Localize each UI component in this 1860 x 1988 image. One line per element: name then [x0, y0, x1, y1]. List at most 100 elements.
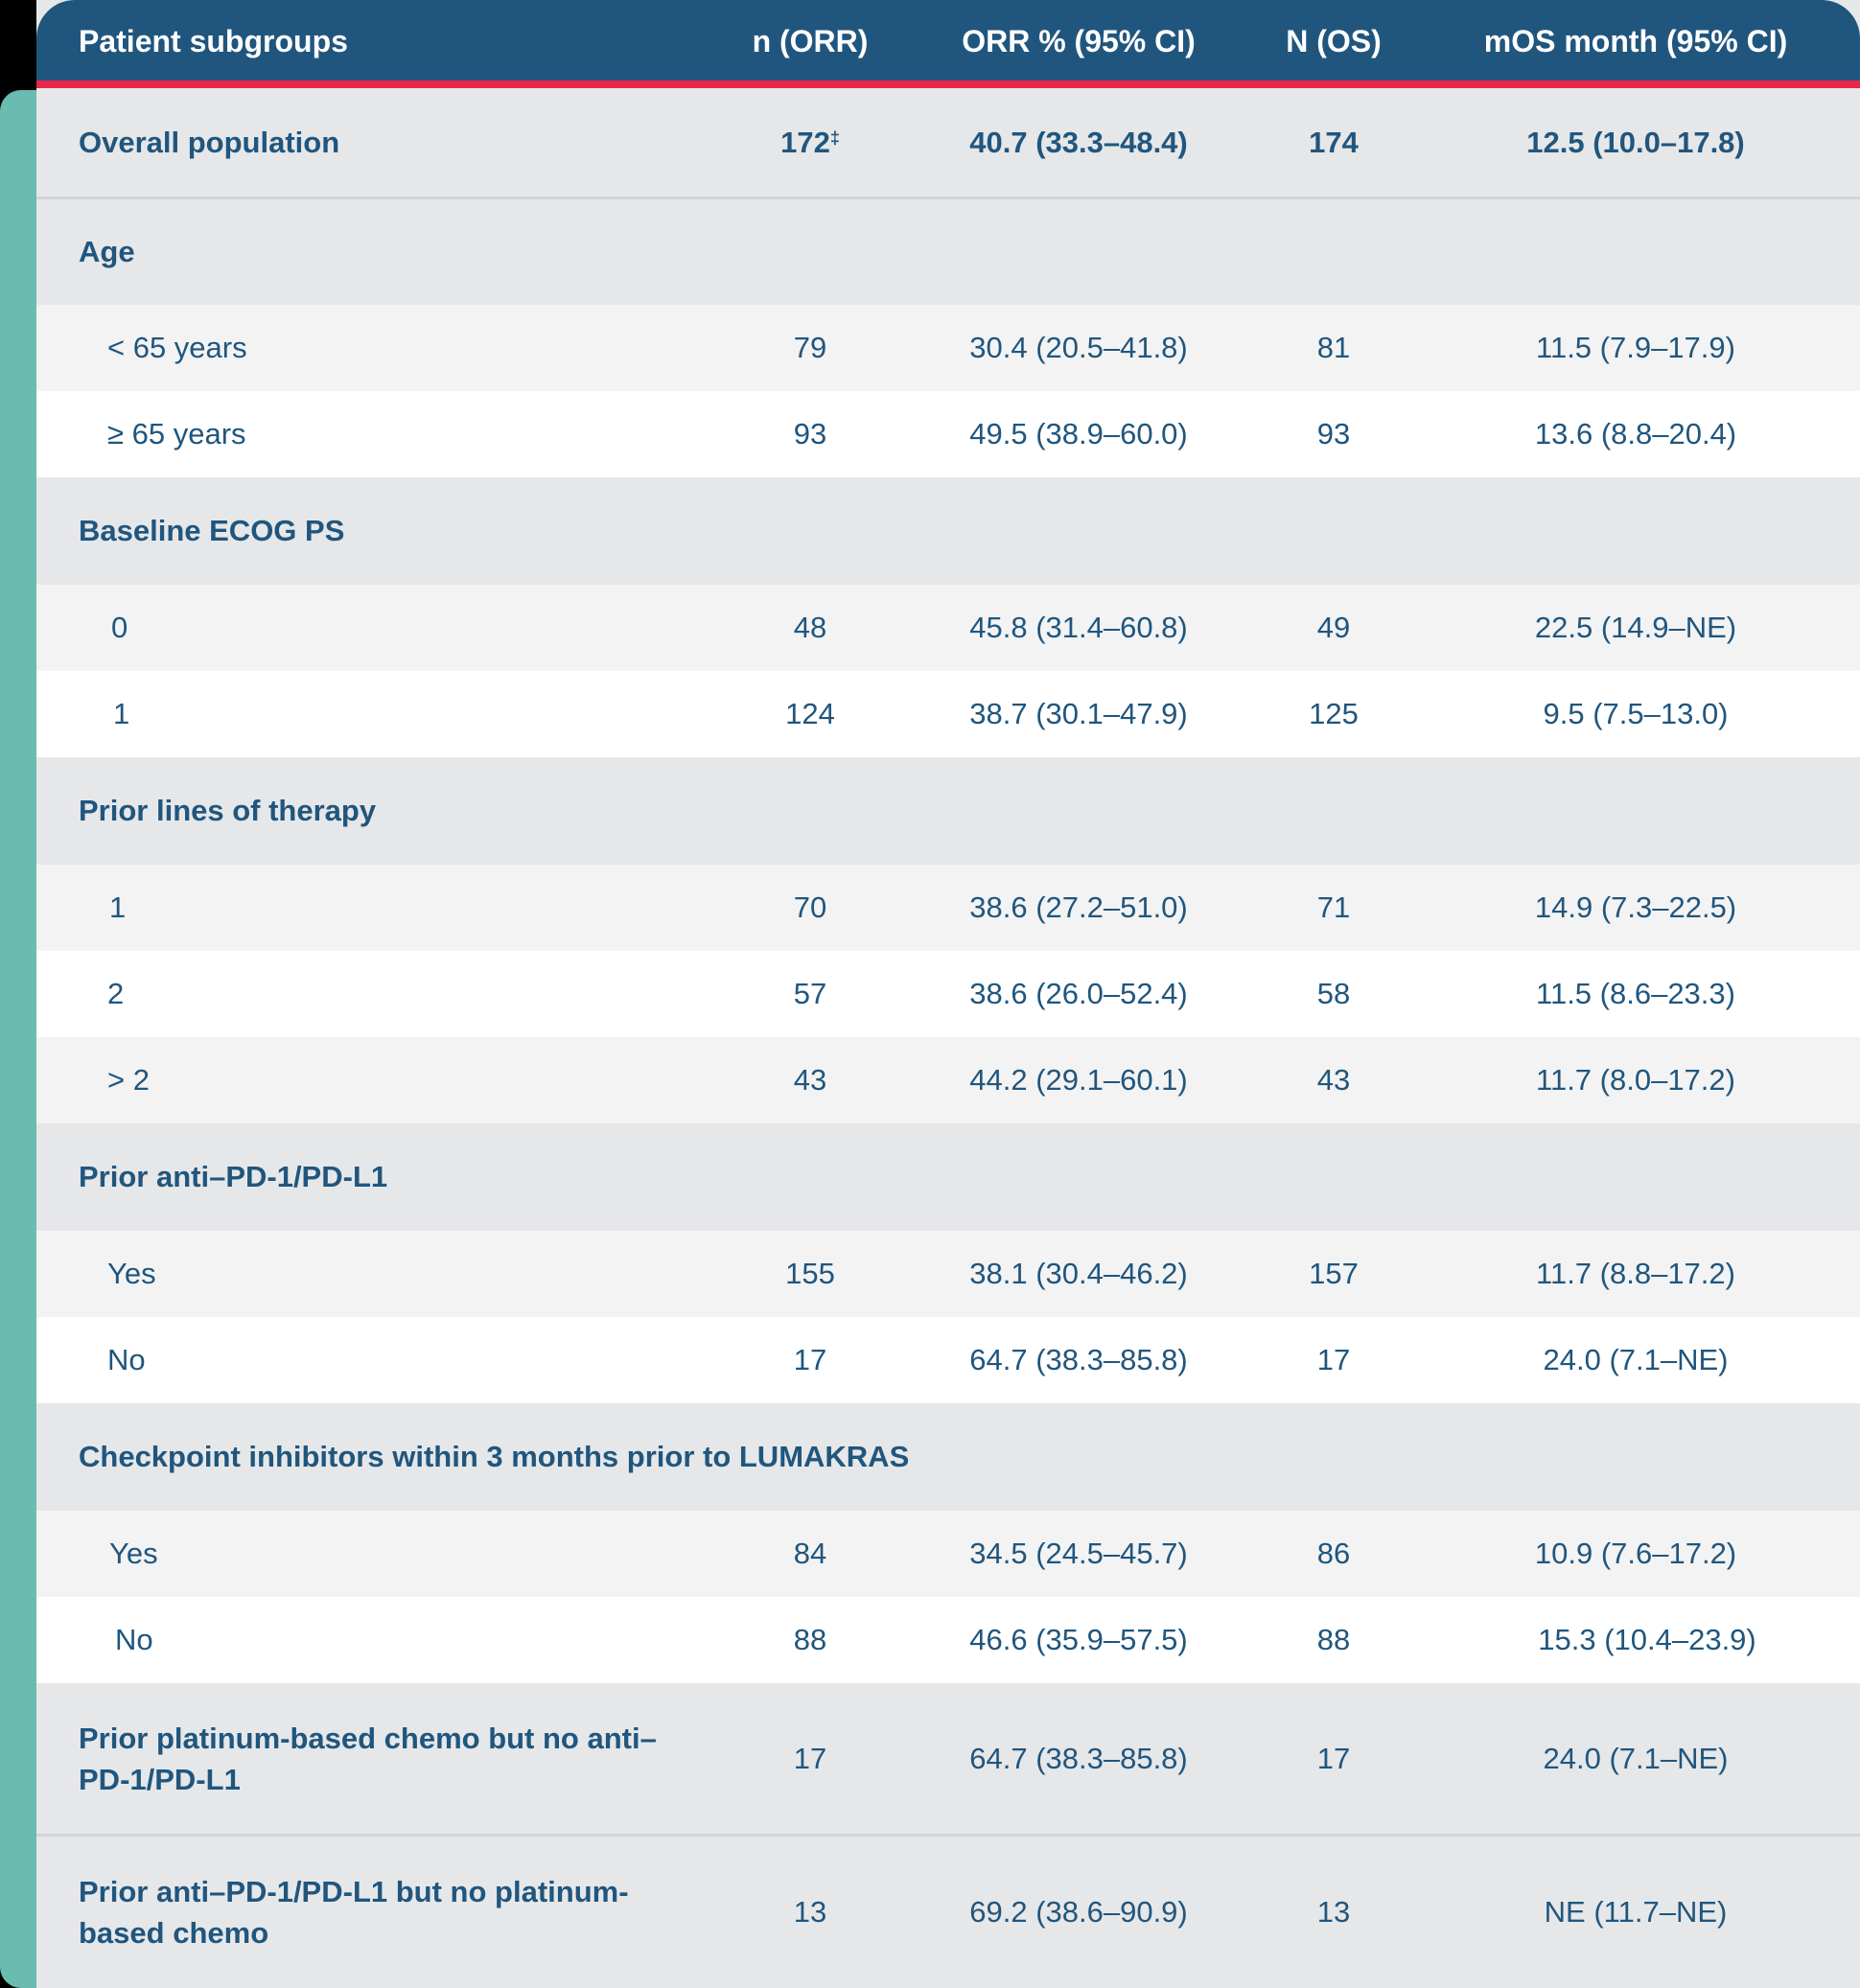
table-row: 1 124 38.7 (30.1–47.9) 125 9.5 (7.5–13.0…: [36, 671, 1860, 757]
cell-orr: 46.6 (35.9–57.5): [969, 1623, 1188, 1656]
row-label: 1: [113, 697, 130, 730]
column-header-orr-percent: ORR % (95% CI): [962, 24, 1196, 58]
cell-n-orr: 43: [793, 1063, 827, 1097]
cell-orr: 30.4 (20.5–41.8): [969, 331, 1188, 364]
section-header-prior-lines: Prior lines of therapy: [36, 757, 1860, 865]
cell-n-orr: 70: [793, 890, 827, 924]
cell-n-os: 125: [1309, 697, 1359, 730]
table-row: 1 70 38.6 (27.2–51.0) 71 14.9 (7.3–22.5): [36, 865, 1860, 951]
cell-n-os: 71: [1316, 890, 1351, 924]
cell-n-orr: 88: [793, 1623, 827, 1656]
table-row: ≥ 65 years 93 49.5 (38.9–60.0) 93 13.6 (…: [36, 391, 1860, 477]
row-label: > 2: [107, 1063, 150, 1097]
cell-n-os: 157: [1309, 1257, 1359, 1290]
table-row: Yes 84 34.5 (24.5–45.7) 86 10.9 (7.6–17.…: [36, 1511, 1860, 1597]
column-header-mos: mOS month (95% CI): [1483, 24, 1788, 58]
cell-n-orr: 13: [793, 1895, 827, 1929]
cell-n-os: 17: [1316, 1343, 1351, 1376]
section-title: Baseline ECOG PS: [79, 514, 345, 547]
subgroup-results-table: Patient subgroups n (ORR) ORR % (95% CI)…: [36, 0, 1860, 1988]
section-header-checkpoint-inhibitors: Checkpoint inhibitors within 3 months pr…: [36, 1403, 1860, 1511]
cell-mos: 10.9 (7.6–17.2): [1534, 1537, 1737, 1570]
table-header: Patient subgroups n (ORR) ORR % (95% CI)…: [36, 0, 1860, 81]
cell-orr: 38.1 (30.4–46.2): [969, 1257, 1188, 1290]
cell-n-orr: 17: [793, 1741, 827, 1775]
row-label: 1: [109, 890, 127, 924]
cell-n-orr: 79: [793, 331, 827, 364]
table-row: No 17 64.7 (38.3–85.8) 17 24.0 (7.1–NE): [36, 1317, 1860, 1403]
cell-mos: 15.3 (10.4–23.9): [1538, 1623, 1756, 1656]
cell-n-orr: 84: [793, 1537, 827, 1570]
column-header-patient-subgroups: Patient subgroups: [79, 24, 348, 58]
section-title: Prior anti–PD-1/PD-L1: [79, 1160, 388, 1193]
section-title: Age: [79, 235, 135, 268]
table-row: > 2 43 44.2 (29.1–60.1) 43 11.7 (8.0–17.…: [36, 1037, 1860, 1123]
cell-orr: 49.5 (38.9–60.0): [969, 417, 1188, 451]
cell-n-orr: 93: [793, 417, 827, 451]
cell-orr: 64.7 (38.3–85.8): [969, 1343, 1188, 1376]
table-row-overall: Overall population 172 ‡ 40.7 (33.3–48.4)…: [36, 88, 1860, 199]
row-label: 2: [107, 977, 125, 1010]
cell-mos: 11.5 (8.6–23.3): [1536, 977, 1735, 1010]
row-label: Prior platinum-based chemo but no anti–P…: [79, 1721, 657, 1796]
row-label: ≥ 65 years: [107, 417, 246, 451]
table-row: Yes 155 38.1 (30.4–46.2) 157 11.7 (8.8–1…: [36, 1231, 1860, 1317]
row-label: Yes: [107, 1257, 156, 1290]
cell-orr: 38.6 (27.2–51.0): [969, 890, 1188, 924]
cell-n-os: 88: [1316, 1623, 1351, 1656]
cell-n-orr: 172 ‡: [780, 88, 840, 196]
cell-orr: 34.5 (24.5–45.7): [969, 1537, 1188, 1570]
cell-n-os: 49: [1316, 611, 1351, 644]
cell-mos: NE (11.7–NE): [1544, 1895, 1728, 1929]
cell-mos: 11.7 (8.8–17.2): [1536, 1257, 1735, 1290]
table-row: < 65 years 79 30.4 (20.5–41.8) 81 11.5 (…: [36, 305, 1860, 391]
cell-orr: 38.7 (30.1–47.9): [969, 697, 1188, 730]
column-header-n-orr: n (ORR): [752, 24, 869, 58]
table-row: 2 57 38.6 (26.0–52.4) 58 11.5 (8.6–23.3): [36, 951, 1860, 1037]
cell-mos: 12.5 (10.0–17.8): [1526, 125, 1745, 159]
cell-n-orr: 155: [785, 1257, 835, 1290]
cell-n-os: 58: [1316, 977, 1351, 1010]
cell-orr: 64.7 (38.3–85.8): [969, 1741, 1188, 1775]
cell-n-os: 43: [1316, 1063, 1351, 1097]
cell-mos: 11.5 (7.9–17.9): [1536, 331, 1735, 364]
footnote-marker: ‡: [829, 128, 840, 148]
column-header-n-os: N (OS): [1286, 24, 1382, 58]
cell-n-orr: 124: [785, 697, 835, 730]
cell-orr: 44.2 (29.1–60.1): [969, 1063, 1188, 1097]
cell-mos: 14.9 (7.3–22.5): [1534, 890, 1737, 924]
section-header-age: Age: [36, 199, 1860, 305]
cell-orr: 69.2 (38.6–90.9): [969, 1895, 1188, 1929]
cell-n-orr: 57: [793, 977, 827, 1010]
cell-n-os: 174: [1309, 125, 1359, 159]
row-label: 0: [111, 611, 128, 644]
cell-n-orr: 48: [793, 611, 827, 644]
cell-mos: 24.0 (7.1–NE): [1543, 1741, 1729, 1775]
table-row-prior-anti-pd1-no-platinum: Prior anti–PD-1/PD-L1 but no platinum-ba…: [36, 1837, 1860, 1988]
section-header-ecog: Baseline ECOG PS: [36, 477, 1860, 585]
cell-orr: 45.8 (31.4–60.8): [969, 611, 1188, 644]
row-label: No: [107, 1343, 146, 1376]
cell-n-os: 81: [1316, 331, 1351, 364]
cell-n-os: 93: [1316, 417, 1351, 451]
n-orr-value: 172: [780, 125, 830, 159]
cell-n-orr: 17: [793, 1343, 827, 1376]
section-title: Checkpoint inhibitors within 3 months pr…: [79, 1440, 910, 1473]
row-label: No: [115, 1623, 153, 1656]
section-title: Prior lines of therapy: [79, 794, 377, 827]
cell-mos: 22.5 (14.9–NE): [1534, 611, 1737, 644]
row-label: Prior anti–PD-1/PD-L1 but no platinum-ba…: [79, 1875, 629, 1950]
table-row: 0 48 45.8 (31.4–60.8) 49 22.5 (14.9–NE): [36, 585, 1860, 671]
cell-orr: 40.7 (33.3–48.4): [969, 125, 1188, 159]
row-label: < 65 years: [107, 331, 247, 364]
cell-mos: 24.0 (7.1–NE): [1543, 1343, 1729, 1376]
row-label: Yes: [109, 1537, 158, 1570]
table-row-prior-platinum-no-anti-pd1: Prior platinum-based chemo but no anti–P…: [36, 1683, 1860, 1837]
row-label: Overall population: [79, 125, 340, 159]
section-header-prior-anti-pd1: Prior anti–PD-1/PD-L1: [36, 1123, 1860, 1231]
header-rule: [36, 81, 1860, 88]
cell-mos: 11.7 (8.0–17.2): [1536, 1063, 1735, 1097]
table-row: No 88 46.6 (35.9–57.5) 88 15.3 (10.4–23.…: [36, 1597, 1860, 1683]
cell-n-os: 17: [1316, 1741, 1351, 1775]
cell-mos: 9.5 (7.5–13.0): [1543, 697, 1729, 730]
